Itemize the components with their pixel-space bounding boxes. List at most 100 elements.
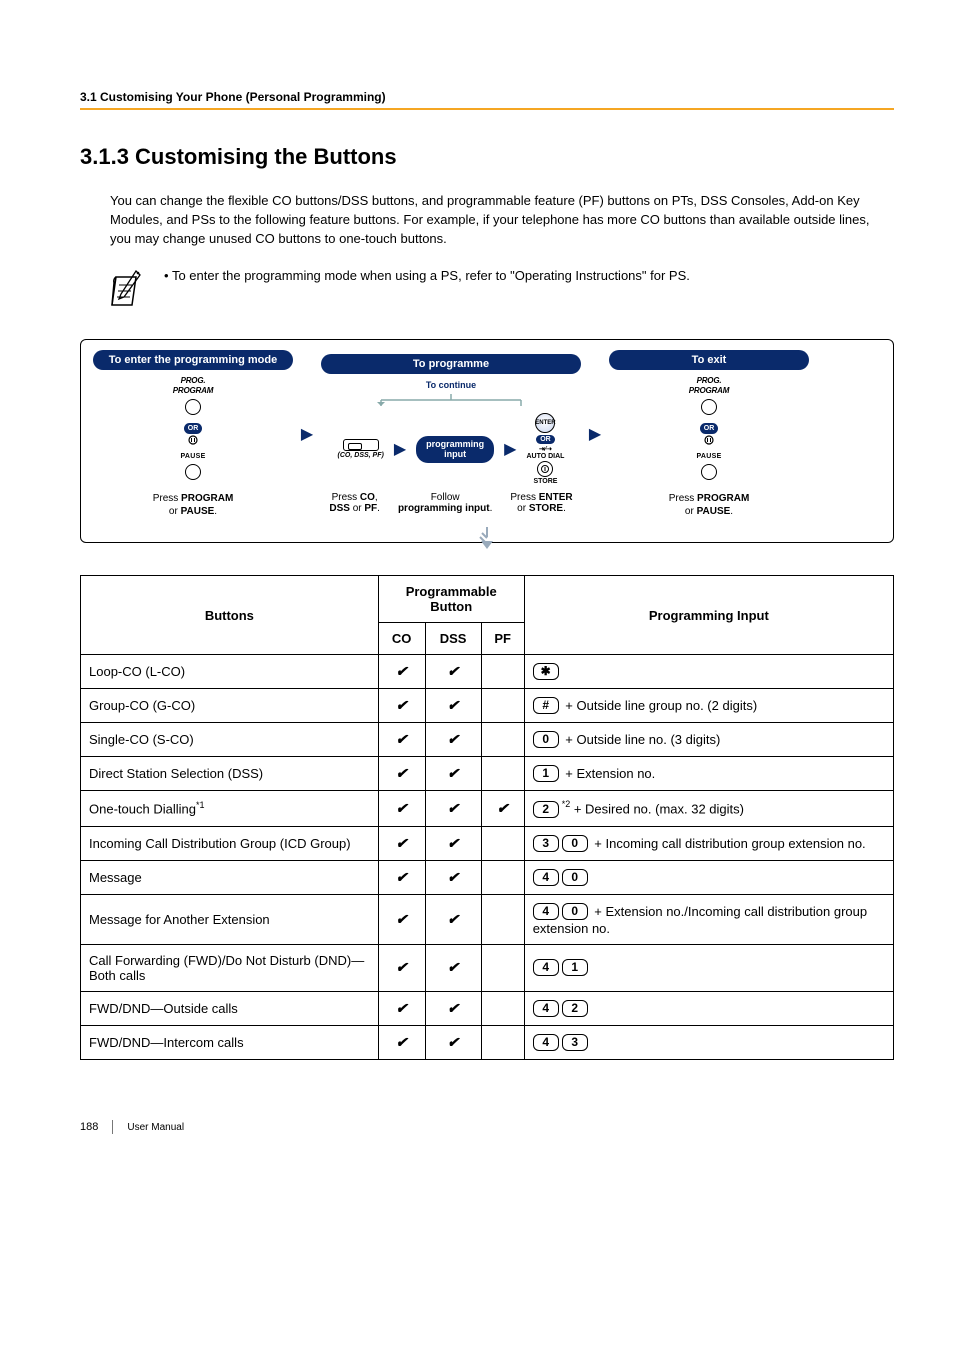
cell-programming-input: # + Outside line group no. (2 digits)	[524, 689, 893, 723]
cell-button-name: Message	[81, 860, 379, 894]
th-co: CO	[378, 623, 425, 655]
table-row: Message✔✔40	[81, 860, 894, 894]
cell-programming-input: ✱	[524, 655, 893, 689]
key-icon: 4	[533, 1000, 559, 1017]
check-icon: ✔	[396, 800, 408, 816]
flow-col-programme: To programme To continue (CO, DSS, PF) ▶…	[321, 354, 581, 514]
cell-dss: ✔	[425, 944, 481, 991]
check-icon: ✔	[447, 663, 459, 679]
cell-programming-input: 1 + Extension no.	[524, 757, 893, 791]
check-icon: ✔	[396, 959, 408, 975]
check-icon: ✔	[396, 1000, 408, 1016]
enter-store-group: ENTER OR ⇥⁄⇢AUTO DIAL STORE	[526, 413, 564, 486]
flow-diagram: To enter the programming mode PROG.PROGR…	[80, 339, 894, 543]
or-pill: OR	[184, 423, 203, 434]
key-icon: 1	[533, 765, 559, 782]
check-icon: ✔	[447, 911, 459, 927]
cell-pf	[481, 991, 524, 1025]
breadcrumb: 3.1 Customising Your Phone (Personal Pro…	[80, 90, 894, 104]
flow-header-exit: To exit	[609, 350, 809, 370]
cell-pf	[481, 860, 524, 894]
autodial-label: ⇥⁄⇢AUTO DIAL	[526, 446, 564, 461]
cell-button-name: Message for Another Extension	[81, 894, 379, 944]
key-icon: 3	[533, 835, 559, 852]
cell-programming-input: 43	[524, 1025, 893, 1059]
cell-pf	[481, 1025, 524, 1059]
cell-programming-input: 30 + Incoming call distribution group ex…	[524, 826, 893, 860]
cell-co: ✔	[378, 894, 425, 944]
check-icon: ✔	[447, 869, 459, 885]
notepad-icon	[110, 267, 150, 311]
programming-table: Buttons Programmable Button Programming …	[80, 575, 894, 1060]
cell-co: ✔	[378, 1025, 425, 1059]
cell-button-name: Loop-CO (L-CO)	[81, 655, 379, 689]
cell-co: ✔	[378, 991, 425, 1025]
page-number: 188	[80, 1121, 98, 1133]
check-icon: ✔	[447, 697, 459, 713]
cell-dss: ✔	[425, 655, 481, 689]
cell-button-name: FWD/DND—Intercom calls	[81, 1025, 379, 1059]
footer-label: User Manual	[127, 1122, 184, 1133]
cell-co: ✔	[378, 826, 425, 860]
cell-dss: ✔	[425, 757, 481, 791]
section-title: 3.1.3 Customising the Buttons	[80, 144, 894, 170]
flow-col-enter: To enter the programming mode PROG.PROGR…	[93, 350, 293, 518]
tail-arrow-icon	[472, 527, 502, 554]
cell-co: ✔	[378, 723, 425, 757]
store-label: STORE	[533, 478, 557, 485]
page-footer: 188 User Manual	[80, 1120, 894, 1134]
cell-pf	[481, 689, 524, 723]
key-icon: 2	[533, 801, 559, 818]
cell-dss: ✔	[425, 860, 481, 894]
co-sublabel: (CO, DSS, PF)	[338, 452, 384, 459]
footer-divider	[112, 1120, 113, 1134]
table-row: Loop-CO (L-CO) ✔ ✔ ✱	[81, 655, 894, 689]
cell-button-name: Group-CO (G-CO)	[81, 689, 379, 723]
key-icon: #	[533, 697, 559, 714]
cell-programming-input: 0 + Outside line no. (3 digits)	[524, 723, 893, 757]
check-icon: ✔	[447, 800, 459, 816]
pause-label: PAUSE	[180, 453, 205, 460]
enter-button-icon: ENTER	[535, 413, 555, 433]
cell-dss: ✔	[425, 894, 481, 944]
intro-paragraph: You can change the flexible CO buttons/D…	[110, 192, 894, 249]
programming-input-bubble: programminginput	[416, 436, 494, 463]
cell-dss: ✔	[425, 826, 481, 860]
cell-pf	[481, 826, 524, 860]
pause-button-icon	[185, 464, 201, 480]
cell-programming-input: 40 + Extension no./Incoming call distrib…	[524, 894, 893, 944]
table-row: Group-CO (G-CO)✔✔# + Outside line group …	[81, 689, 894, 723]
program-button-icon	[185, 399, 201, 415]
table-row: FWD/DND—Intercom calls✔✔43	[81, 1025, 894, 1059]
key-icon: ✱	[533, 663, 559, 680]
cell-button-name: Single-CO (S-CO)	[81, 723, 379, 757]
co-button-icon	[343, 439, 379, 451]
check-icon: ✔	[447, 1034, 459, 1050]
cell-co: ✔	[378, 860, 425, 894]
check-icon: ✔	[396, 663, 408, 679]
program-button-icon	[701, 399, 717, 415]
table-row: Single-CO (S-CO)✔✔0 + Outside line no. (…	[81, 723, 894, 757]
cell-programming-input: 42	[524, 991, 893, 1025]
table-row: Message for Another Extension ✔ ✔ 40 + Exte…	[81, 894, 894, 944]
key-icon: 0	[562, 835, 588, 852]
key-icon: 4	[533, 869, 559, 886]
check-icon: ✔	[396, 911, 408, 927]
prog-label: PROG.PROGRAM	[173, 376, 213, 397]
cell-co: ✔	[378, 944, 425, 991]
cell-button-name: Direct Station Selection (DSS)	[81, 757, 379, 791]
cell-button-name: One-touch Dialling*1	[81, 791, 379, 826]
check-icon: ✔	[396, 869, 408, 885]
arrow-icon: ▶	[581, 424, 609, 444]
arrow-icon: ▶	[504, 439, 516, 459]
col2c-caption: Press ENTERor STORE.	[510, 492, 572, 514]
cell-dss: ✔	[425, 723, 481, 757]
col1-caption: Press PROGRAMor PAUSE.	[93, 492, 293, 518]
store-button-icon	[537, 461, 553, 477]
check-icon: ✔	[447, 959, 459, 975]
flow-header-enter: To enter the programming mode	[93, 350, 293, 370]
col2a-caption: Press CO,DSS or PF.	[329, 492, 380, 514]
cell-co: ✔	[378, 689, 425, 723]
cell-dss: ✔	[425, 1025, 481, 1059]
continue-arrow-icon	[321, 394, 581, 408]
